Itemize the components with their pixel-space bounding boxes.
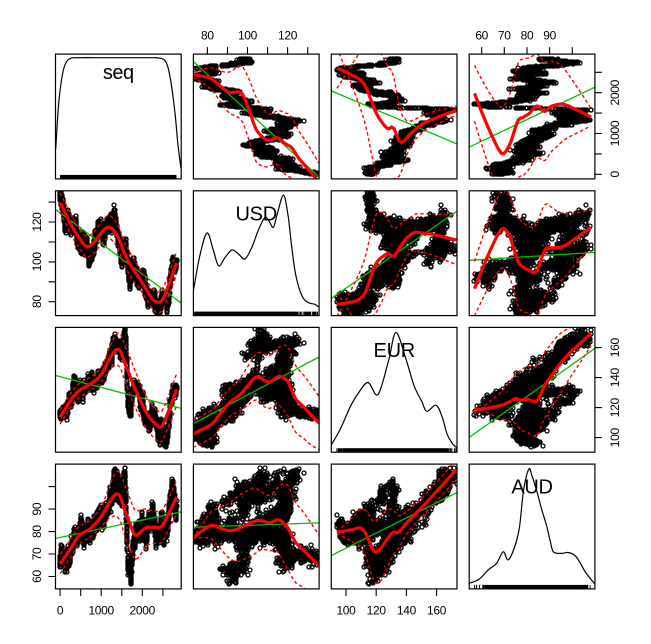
svg-text:60: 60 <box>475 29 488 43</box>
svg-text:140: 140 <box>397 604 417 618</box>
svg-text:60: 60 <box>30 570 44 583</box>
svg-text:80: 80 <box>30 525 44 538</box>
svg-text:100: 100 <box>608 427 622 447</box>
svg-text:80: 80 <box>201 29 214 43</box>
svg-text:160: 160 <box>608 337 622 357</box>
svg-text:80: 80 <box>521 29 534 43</box>
svg-text:70: 70 <box>498 29 511 43</box>
svg-text:90: 90 <box>543 29 556 43</box>
svg-text:2000: 2000 <box>608 79 622 105</box>
svg-text:0: 0 <box>57 604 64 618</box>
svg-text:0: 0 <box>608 170 622 177</box>
svg-text:AUD: AUD <box>511 477 552 499</box>
svg-text:100: 100 <box>238 29 258 43</box>
svg-text:120: 120 <box>367 604 387 618</box>
svg-text:140: 140 <box>608 367 622 387</box>
svg-text:2000: 2000 <box>130 604 156 618</box>
svg-text:90: 90 <box>30 502 44 515</box>
svg-text:120: 120 <box>278 29 298 43</box>
svg-text:1000: 1000 <box>608 120 622 146</box>
svg-text:EUR: EUR <box>374 340 415 362</box>
svg-text:80: 80 <box>30 295 44 308</box>
svg-text:120: 120 <box>608 397 622 417</box>
svg-text:120: 120 <box>30 212 44 232</box>
svg-text:100: 100 <box>336 604 356 618</box>
svg-text:100: 100 <box>30 252 44 272</box>
svg-text:USD: USD <box>236 203 277 225</box>
svg-text:1000: 1000 <box>88 604 114 618</box>
svg-text:seq: seq <box>103 62 134 84</box>
svg-text:70: 70 <box>30 547 44 560</box>
svg-text:160: 160 <box>427 604 447 618</box>
